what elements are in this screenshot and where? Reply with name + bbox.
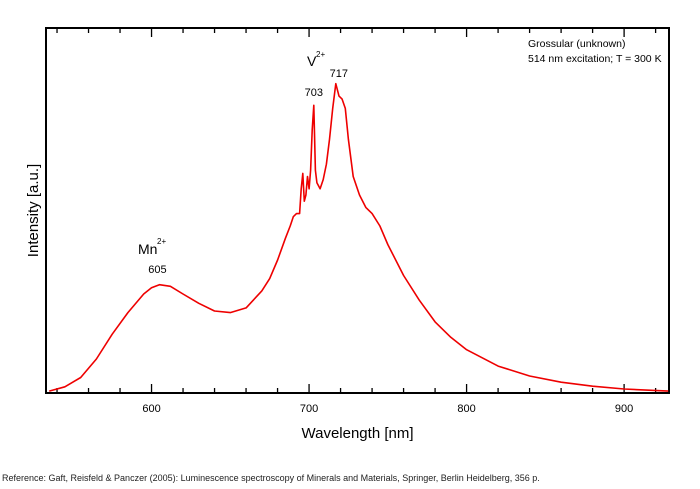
x-axis-label: Wavelength [nm] (302, 425, 414, 442)
info-box-line2: 514 nm excitation; T = 300 K (528, 53, 662, 65)
x-tick-label-700: 700 (300, 403, 318, 415)
x-axis-tick-labels: 600 700 800 900 (142, 403, 633, 415)
spectrum-chart: 600 700 800 900 Wavelength [nm] Intensity [… (25, 27, 670, 442)
reference-citation: Reference: Gaft, Reisfeld & Panczer (200… (2, 473, 540, 483)
x-tick-label-600: 600 (142, 403, 160, 415)
x-tick-label-900: 900 (615, 403, 633, 415)
annotation-mn-charge: 2+ (157, 237, 166, 246)
annotation-peak-605: 605 (148, 264, 166, 276)
annotation-peak-717: 717 (330, 68, 348, 80)
x-axis-ticks (46, 28, 669, 394)
annotation-v-ion: V (307, 53, 317, 69)
annotation-peak-703: 703 (305, 87, 323, 99)
x-tick-label-800: 800 (457, 403, 475, 415)
plot-frame (45, 27, 670, 394)
annotation-mn-ion: Mn (138, 241, 157, 257)
series-line (48, 82, 669, 392)
info-box-line1: Grossular (unknown) (528, 38, 625, 50)
annotation-v-charge: 2+ (316, 50, 325, 59)
y-axis-label: Intensity [a.u.] (25, 164, 42, 257)
